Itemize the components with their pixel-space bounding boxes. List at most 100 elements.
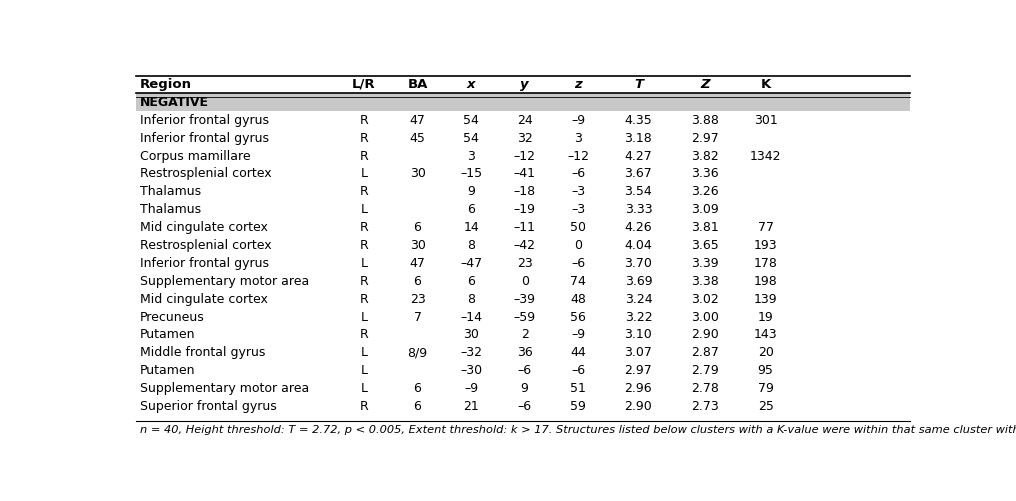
Text: 50: 50	[570, 221, 586, 234]
Text: 3.33: 3.33	[625, 203, 652, 216]
Text: 3.81: 3.81	[692, 221, 719, 234]
Text: 47: 47	[409, 257, 426, 270]
Text: Middle frontal gyrus: Middle frontal gyrus	[139, 346, 265, 359]
Text: 51: 51	[570, 382, 586, 395]
Text: –59: –59	[513, 311, 535, 324]
Text: 3.09: 3.09	[692, 203, 719, 216]
Text: Restrosplenial cortex: Restrosplenial cortex	[139, 239, 271, 252]
Text: z: z	[574, 78, 582, 91]
Text: 2.79: 2.79	[692, 364, 719, 377]
Text: 198: 198	[754, 275, 777, 288]
Text: Restrosplenial cortex: Restrosplenial cortex	[139, 167, 271, 180]
Text: R: R	[360, 150, 369, 162]
Text: n = 40, Height threshold: T = 2.72, p < 0.005, Extent threshold: k > 17. Structu: n = 40, Height threshold: T = 2.72, p < …	[139, 425, 1016, 435]
Text: 3.39: 3.39	[692, 257, 719, 270]
Text: x: x	[466, 78, 475, 91]
Text: L: L	[361, 311, 368, 324]
Text: –42: –42	[514, 239, 535, 252]
Text: 8: 8	[467, 293, 475, 306]
Text: –6: –6	[571, 364, 585, 377]
Text: –19: –19	[514, 203, 535, 216]
Text: 20: 20	[758, 346, 773, 359]
Text: 2.97: 2.97	[692, 132, 719, 145]
Text: 3.88: 3.88	[692, 114, 719, 127]
Text: 3.36: 3.36	[692, 167, 719, 180]
Text: 23: 23	[409, 293, 426, 306]
Text: 47: 47	[409, 114, 426, 127]
Text: 6: 6	[467, 203, 475, 216]
Text: 3.54: 3.54	[625, 185, 652, 198]
Text: 6: 6	[414, 221, 422, 234]
Text: –6: –6	[517, 364, 531, 377]
Text: R: R	[360, 275, 369, 288]
Text: L: L	[361, 257, 368, 270]
Text: 4.35: 4.35	[625, 114, 652, 127]
Text: 44: 44	[570, 346, 586, 359]
Text: R: R	[360, 114, 369, 127]
Text: –14: –14	[460, 311, 483, 324]
Text: –9: –9	[464, 382, 479, 395]
Text: R: R	[360, 293, 369, 306]
Text: 4.04: 4.04	[625, 239, 652, 252]
Text: 32: 32	[517, 132, 532, 145]
Text: –15: –15	[460, 167, 483, 180]
Text: –6: –6	[517, 400, 531, 413]
Text: 193: 193	[754, 239, 777, 252]
Text: 3: 3	[467, 150, 475, 162]
Text: –12: –12	[514, 150, 535, 162]
Text: 3.22: 3.22	[625, 311, 652, 324]
Text: Thalamus: Thalamus	[139, 185, 201, 198]
Text: –41: –41	[514, 167, 535, 180]
Text: –3: –3	[571, 203, 585, 216]
Text: –6: –6	[571, 167, 585, 180]
Text: 3.00: 3.00	[692, 311, 719, 324]
Text: Putamen: Putamen	[139, 364, 195, 377]
Text: –47: –47	[460, 257, 483, 270]
Text: 3.38: 3.38	[692, 275, 719, 288]
Text: 3.10: 3.10	[625, 329, 652, 342]
Text: 9: 9	[520, 382, 528, 395]
Text: Supplementary motor area: Supplementary motor area	[139, 275, 309, 288]
Text: –6: –6	[571, 257, 585, 270]
Text: 6: 6	[414, 275, 422, 288]
Text: 21: 21	[463, 400, 479, 413]
Text: –9: –9	[571, 329, 585, 342]
Text: 19: 19	[758, 311, 773, 324]
Text: 301: 301	[754, 114, 777, 127]
Text: 7: 7	[414, 311, 422, 324]
Text: Inferior frontal gyrus: Inferior frontal gyrus	[139, 132, 268, 145]
Text: –18: –18	[513, 185, 535, 198]
Text: 6: 6	[414, 400, 422, 413]
Text: 3.02: 3.02	[692, 293, 719, 306]
Text: 77: 77	[758, 221, 773, 234]
Text: 9: 9	[467, 185, 475, 198]
Text: R: R	[360, 221, 369, 234]
Text: R: R	[360, 400, 369, 413]
Text: 3.07: 3.07	[625, 346, 652, 359]
Text: 36: 36	[517, 346, 532, 359]
Text: L/R: L/R	[353, 78, 376, 91]
Text: 54: 54	[463, 132, 479, 145]
Text: Putamen: Putamen	[139, 329, 195, 342]
Text: 139: 139	[754, 293, 777, 306]
Text: L: L	[361, 364, 368, 377]
Text: 0: 0	[520, 275, 528, 288]
Text: Z: Z	[701, 78, 710, 91]
Text: 2.73: 2.73	[692, 400, 719, 413]
Text: Inferior frontal gyrus: Inferior frontal gyrus	[139, 257, 268, 270]
Text: 24: 24	[517, 114, 532, 127]
Text: 30: 30	[409, 167, 426, 180]
Text: –11: –11	[514, 221, 535, 234]
Text: K: K	[760, 78, 771, 91]
Text: 0: 0	[574, 239, 582, 252]
Text: –30: –30	[460, 364, 483, 377]
Text: 3.82: 3.82	[692, 150, 719, 162]
Text: BA: BA	[407, 78, 428, 91]
Text: 14: 14	[463, 221, 479, 234]
Text: R: R	[360, 239, 369, 252]
Text: 30: 30	[409, 239, 426, 252]
Text: –3: –3	[571, 185, 585, 198]
Text: Supplementary motor area: Supplementary motor area	[139, 382, 309, 395]
Text: 79: 79	[758, 382, 773, 395]
Text: 4.26: 4.26	[625, 221, 652, 234]
